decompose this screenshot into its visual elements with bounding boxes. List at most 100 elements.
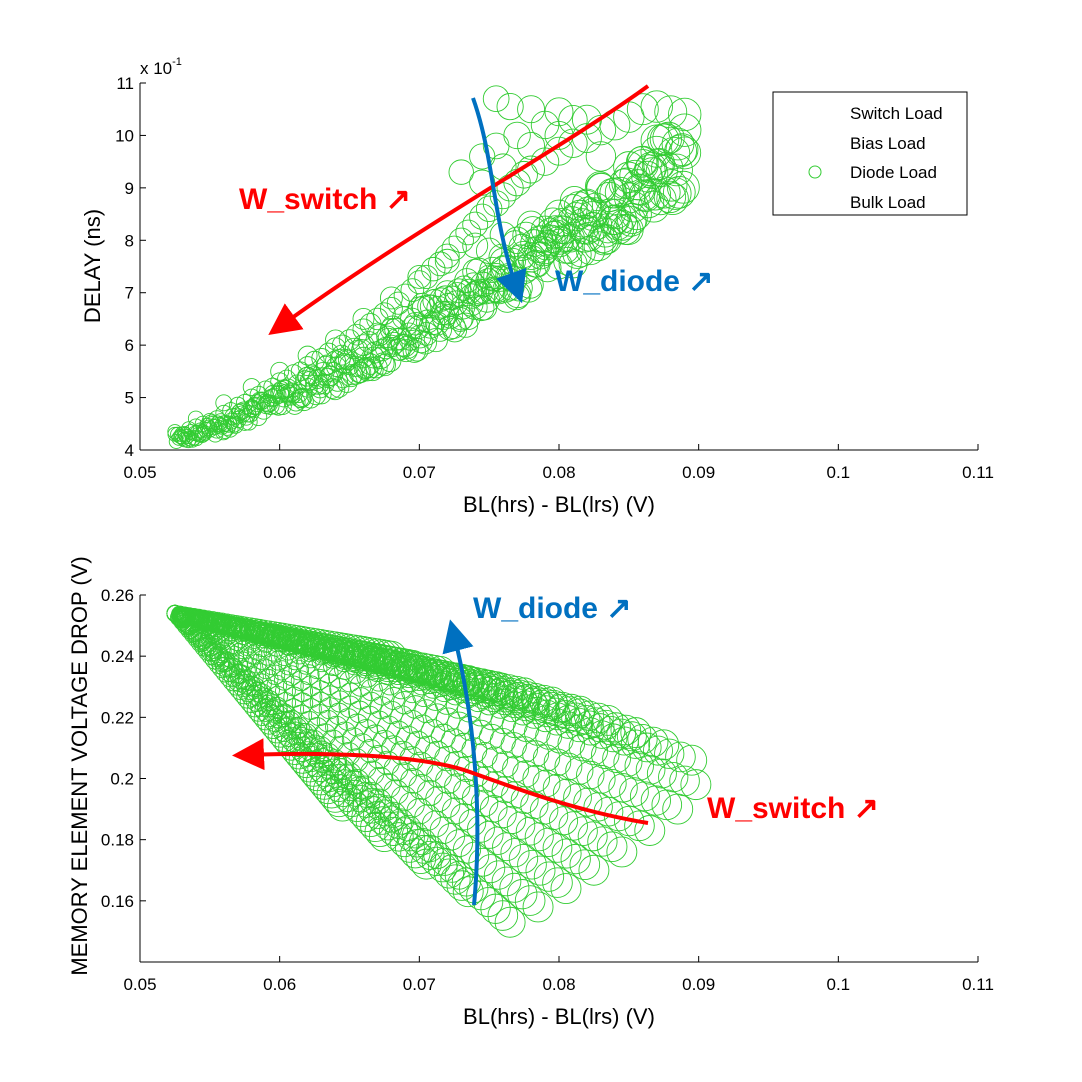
data-point bbox=[215, 394, 233, 412]
data-point bbox=[379, 286, 403, 310]
data-point bbox=[292, 750, 321, 779]
data-point bbox=[427, 317, 453, 342]
top-scatter-points bbox=[167, 85, 702, 449]
data-point bbox=[406, 315, 431, 340]
data-point bbox=[415, 735, 440, 761]
data-point bbox=[657, 136, 691, 170]
data-point bbox=[263, 641, 284, 662]
data-point bbox=[329, 735, 353, 760]
data-point bbox=[637, 190, 670, 223]
top-x-tick-label: 0.11 bbox=[962, 463, 994, 482]
data-point bbox=[230, 403, 249, 422]
data-point bbox=[331, 769, 358, 796]
data-point bbox=[322, 654, 345, 677]
data-point bbox=[212, 642, 232, 662]
data-point bbox=[268, 650, 289, 671]
data-point bbox=[368, 821, 400, 853]
data-point bbox=[259, 679, 280, 701]
top-w-switch-arrow bbox=[268, 84, 650, 336]
data-point bbox=[536, 686, 568, 718]
bottom-w-diode-arrow bbox=[442, 619, 480, 906]
bottom-x-axis-label: BL(hrs) - BL(lrs) (V) bbox=[463, 1004, 655, 1029]
data-point bbox=[480, 671, 512, 703]
legend: Switch Load Bias Load Diode Load Bulk Lo… bbox=[772, 91, 968, 216]
data-point bbox=[421, 810, 449, 838]
data-point bbox=[344, 355, 366, 377]
data-point bbox=[341, 727, 366, 751]
data-point bbox=[664, 134, 698, 168]
data-point bbox=[606, 718, 637, 749]
data-point bbox=[469, 203, 496, 230]
data-point bbox=[508, 677, 540, 709]
data-point bbox=[298, 664, 320, 686]
data-point bbox=[462, 294, 488, 320]
data-point bbox=[352, 790, 380, 818]
data-point bbox=[479, 795, 508, 823]
data-point bbox=[429, 816, 457, 844]
data-point bbox=[583, 702, 614, 734]
top-x-tick-label: 0.06 bbox=[263, 463, 296, 482]
data-point bbox=[349, 674, 372, 697]
data-point bbox=[640, 135, 673, 168]
data-point bbox=[468, 847, 498, 877]
data-point bbox=[247, 641, 268, 661]
data-point bbox=[577, 821, 608, 852]
data-point bbox=[324, 379, 346, 401]
data-point bbox=[568, 733, 597, 762]
data-point bbox=[369, 696, 393, 720]
data-point bbox=[356, 665, 379, 688]
data-point bbox=[276, 722, 302, 747]
data-point bbox=[562, 239, 592, 269]
data-point bbox=[345, 662, 368, 684]
data-point bbox=[246, 697, 271, 722]
data-point bbox=[328, 666, 350, 688]
data-point bbox=[297, 345, 318, 366]
data-point bbox=[596, 831, 628, 863]
data-point bbox=[496, 174, 524, 202]
data-point bbox=[359, 353, 381, 375]
data-point bbox=[390, 740, 415, 766]
data-point bbox=[559, 186, 589, 216]
data-point bbox=[214, 630, 233, 649]
data-point bbox=[357, 330, 380, 353]
data-point bbox=[592, 704, 624, 736]
data-point bbox=[434, 248, 460, 274]
data-point bbox=[655, 169, 688, 202]
data-point bbox=[479, 723, 505, 750]
data-point bbox=[407, 265, 432, 289]
data-point bbox=[239, 689, 264, 713]
top-y-tick-label: 6 bbox=[125, 336, 134, 355]
data-point bbox=[296, 367, 317, 387]
top-y-tick-label: 7 bbox=[125, 284, 134, 303]
top-x-tick-label: 0.07 bbox=[403, 463, 436, 482]
data-point bbox=[517, 131, 546, 160]
data-point bbox=[434, 243, 460, 269]
data-point bbox=[482, 190, 510, 217]
bottom-x-tick-label: 0.1 bbox=[827, 975, 851, 994]
data-point bbox=[626, 93, 659, 126]
data-point bbox=[680, 769, 712, 801]
data-point bbox=[364, 816, 396, 848]
top-y-tick-label: 4 bbox=[125, 441, 134, 460]
top-y-tick-label: 10 bbox=[115, 126, 134, 145]
data-point bbox=[668, 97, 702, 132]
data-point bbox=[350, 733, 374, 757]
data-point bbox=[634, 815, 666, 846]
data-point bbox=[607, 209, 639, 241]
bottom-w-switch-label: W_switch ↗ bbox=[707, 792, 879, 825]
data-point bbox=[358, 739, 383, 763]
data-point bbox=[211, 632, 230, 651]
top-y-axis-label: DELAY (ns) bbox=[80, 209, 105, 323]
data-point bbox=[583, 231, 614, 262]
data-point bbox=[467, 814, 495, 843]
data-point bbox=[632, 186, 665, 219]
data-point bbox=[394, 832, 425, 863]
data-point bbox=[633, 154, 666, 187]
data-point bbox=[535, 722, 563, 750]
data-point bbox=[204, 649, 226, 670]
data-point bbox=[401, 679, 425, 704]
data-point bbox=[409, 329, 433, 354]
data-point bbox=[624, 751, 654, 781]
data-point bbox=[635, 754, 666, 785]
